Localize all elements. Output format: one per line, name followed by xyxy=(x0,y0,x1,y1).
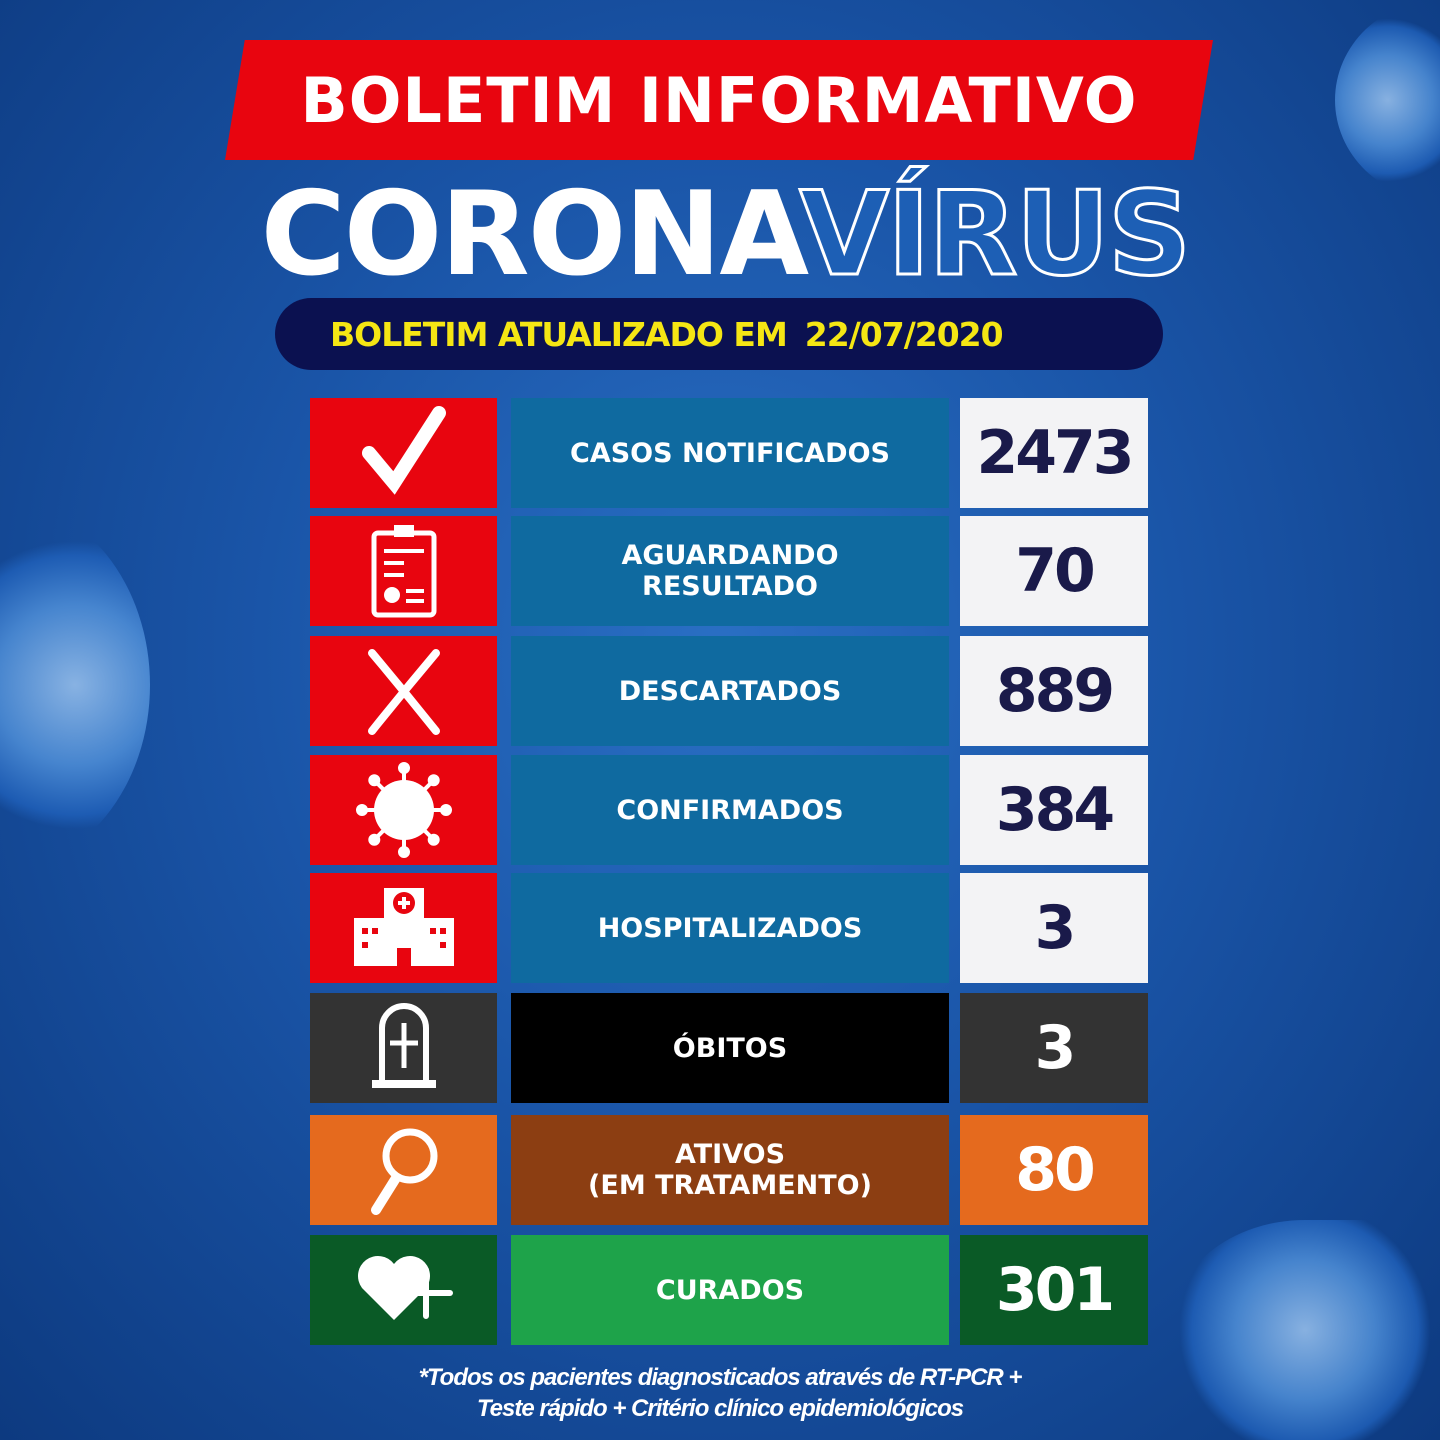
stat-label: DESCARTADOS xyxy=(511,636,949,746)
tombstone-icon xyxy=(310,993,497,1103)
footnote-line1: *Todos os pacientes diagnosticados atrav… xyxy=(418,1364,1023,1391)
banner: BOLETIM INFORMATIVO xyxy=(225,40,1213,160)
stat-label-line2: RESULTADO xyxy=(642,571,818,602)
page-title: CORONAVÍRUS xyxy=(240,175,1210,294)
stat-row: CURADOS 301 xyxy=(310,1235,1148,1345)
virus-decoration xyxy=(1335,0,1440,200)
title-corona: CORONA xyxy=(260,167,802,302)
heart-plus-icon xyxy=(310,1235,497,1345)
stat-value: 301 xyxy=(960,1235,1148,1345)
stat-label-line1: DESCARTADOS xyxy=(618,675,842,707)
stat-row: AGUARDANDO RESULTADO 70 xyxy=(310,516,1148,626)
stat-row: DESCARTADOS 889 xyxy=(310,636,1148,746)
hospital-icon xyxy=(310,873,497,983)
stat-label-line1: CURADOS xyxy=(655,1274,805,1306)
stat-label: CONFIRMADOS xyxy=(511,755,949,865)
stat-label: HOSPITALIZADOS xyxy=(511,873,949,983)
stat-label-line1: CONFIRMADOS xyxy=(616,794,844,826)
footnote: *Todos os pacientes diagnosticados atrav… xyxy=(300,1362,1140,1424)
updated-label: BOLETIM ATUALIZADO EM xyxy=(330,314,788,354)
stat-value: 2473 xyxy=(960,398,1148,508)
stat-row: ÓBITOS 3 xyxy=(310,993,1148,1103)
title-virus: VÍRUS xyxy=(798,167,1193,302)
check-icon xyxy=(310,398,497,508)
stat-label: CURADOS xyxy=(511,1235,949,1345)
stat-value: 80 xyxy=(960,1115,1148,1225)
stat-label: ATIVOS (EM TRATAMENTO) xyxy=(511,1115,949,1225)
virus-icon xyxy=(310,755,497,865)
stat-value: 3 xyxy=(960,873,1148,983)
magnifier-icon xyxy=(310,1115,497,1225)
stat-row: HOSPITALIZADOS 3 xyxy=(310,873,1148,983)
updated-date: 22/07/2020 xyxy=(804,314,1004,354)
stat-row: CONFIRMADOS 384 xyxy=(310,755,1148,865)
stat-label-line2: (EM TRATAMENTO) xyxy=(588,1170,872,1201)
stat-label-line1: CASOS NOTIFICADOS xyxy=(570,437,890,469)
stat-label: CASOS NOTIFICADOS xyxy=(511,398,949,508)
stat-label-line1: ATIVOS xyxy=(674,1139,786,1170)
footnote-line2: Teste rápido + Critério clínico epidemio… xyxy=(476,1395,964,1422)
stat-value: 3 xyxy=(960,993,1148,1103)
stat-row: ATIVOS (EM TRATAMENTO) 80 xyxy=(310,1115,1148,1225)
updated-date-pill: BOLETIM ATUALIZADO EM 22/07/2020 xyxy=(275,298,1163,370)
stat-row: CASOS NOTIFICADOS 2473 xyxy=(310,398,1148,508)
banner-title: BOLETIM INFORMATIVO xyxy=(300,63,1138,137)
stat-label-line1: ÓBITOS xyxy=(672,1032,788,1064)
virus-decoration xyxy=(0,500,150,870)
stat-label: AGUARDANDO RESULTADO xyxy=(511,516,949,626)
stat-value: 384 xyxy=(960,755,1148,865)
stat-value: 70 xyxy=(960,516,1148,626)
virus-decoration xyxy=(1170,1220,1440,1440)
stat-label-line1: AGUARDANDO xyxy=(621,540,839,571)
x-icon xyxy=(310,636,497,746)
stat-label: ÓBITOS xyxy=(511,993,949,1103)
stat-value: 889 xyxy=(960,636,1148,746)
stat-label-line1: HOSPITALIZADOS xyxy=(597,912,863,944)
clipboard-report-icon xyxy=(310,516,497,626)
